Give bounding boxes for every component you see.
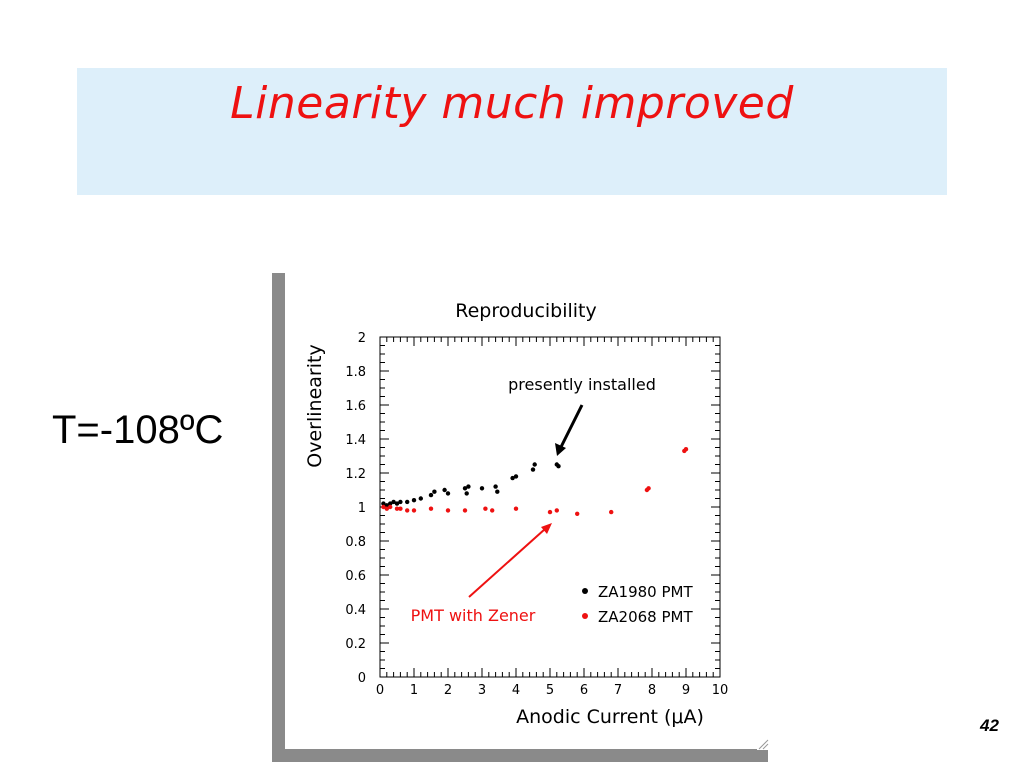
point-za1980 bbox=[398, 499, 403, 505]
slide-title: Linearity much improved bbox=[230, 78, 794, 129]
y-tick-label: 1.6 bbox=[345, 399, 366, 414]
point-za1980 bbox=[493, 484, 498, 489]
point-za2068 bbox=[646, 486, 651, 491]
axis-ticks bbox=[379, 336, 721, 678]
point-za2068 bbox=[490, 508, 495, 513]
point-za2068 bbox=[513, 506, 519, 511]
y-axis-label: Overlinearity bbox=[304, 344, 326, 467]
point-za2068 bbox=[381, 504, 386, 510]
page-number: 42 bbox=[980, 716, 999, 735]
point-za1980 bbox=[513, 474, 519, 479]
annotation-arrowhead-black bbox=[555, 443, 566, 456]
point-za2068 bbox=[411, 508, 417, 513]
point-za1980 bbox=[464, 491, 469, 496]
x-tick-label: 9 bbox=[682, 683, 690, 698]
legend-marker-za1980 bbox=[582, 588, 588, 594]
x-tick-label: 3 bbox=[478, 683, 486, 698]
point-za2068 bbox=[609, 509, 614, 515]
x-axis-label: Anodic Current (μA) bbox=[516, 706, 704, 728]
x-tick-label: 0 bbox=[376, 683, 384, 698]
resize-grip-icon[interactable] bbox=[757, 738, 769, 750]
y-tick-label: 1.4 bbox=[345, 433, 366, 448]
title-box: Linearity much improved bbox=[77, 68, 947, 195]
point-za1980 bbox=[530, 467, 536, 472]
x-tick-label: 5 bbox=[546, 683, 554, 698]
point-za1980 bbox=[405, 499, 410, 505]
point-za1980 bbox=[394, 501, 400, 506]
x-tick-label: 10 bbox=[712, 683, 729, 698]
point-za2068 bbox=[683, 447, 689, 452]
annotation-arrow-red bbox=[468, 528, 546, 598]
x-tick-label: 7 bbox=[614, 683, 622, 698]
y-tick-label: 1.8 bbox=[345, 365, 366, 380]
point-za1980 bbox=[381, 501, 386, 506]
y-tick-label: 0.4 bbox=[345, 603, 366, 618]
y-tick-label: 0 bbox=[358, 671, 366, 686]
point-za2068 bbox=[547, 509, 553, 515]
point-za2068 bbox=[405, 508, 410, 513]
y-axis-labels: 0 0.2 0.4 0.6 0.8 1 1.2 1.4 1.6 1.8 2 bbox=[345, 331, 366, 686]
x-tick-label: 1 bbox=[410, 683, 418, 698]
point-za1980 bbox=[388, 501, 393, 506]
y-tick-label: 0.2 bbox=[345, 637, 366, 652]
annotation-presently-installed: presently installed bbox=[508, 375, 656, 394]
point-za1980 bbox=[432, 489, 437, 494]
point-za1980 bbox=[384, 503, 389, 508]
point-za1980 bbox=[442, 487, 447, 493]
x-axis-labels: 0 1 2 3 4 5 6 7 8 9 10 bbox=[376, 683, 728, 698]
point-za1980 bbox=[418, 496, 423, 501]
point-za1980 bbox=[466, 484, 471, 489]
point-za2068 bbox=[575, 511, 580, 516]
temperature-label: T=-108ºC bbox=[52, 408, 224, 452]
x-tick-label: 8 bbox=[648, 683, 656, 698]
legend-marker-za2068 bbox=[582, 613, 588, 619]
y-tick-label: 0.6 bbox=[345, 569, 366, 584]
x-tick-label: 2 bbox=[444, 683, 452, 698]
point-za2068 bbox=[388, 504, 393, 510]
y-tick-label: 1.2 bbox=[345, 467, 366, 482]
point-za2068 bbox=[428, 506, 434, 511]
x-tick-label: 4 bbox=[512, 683, 520, 698]
point-za1980 bbox=[532, 462, 537, 467]
legend-label-za2068: ZA2068 PMT bbox=[598, 608, 693, 626]
data-points bbox=[381, 447, 689, 516]
point-za2068 bbox=[445, 508, 451, 513]
y-tick-label: 0.8 bbox=[345, 535, 366, 550]
annotation-arrowhead-red bbox=[541, 523, 552, 534]
point-za1980 bbox=[391, 499, 396, 505]
y-tick-label: 2 bbox=[358, 331, 366, 346]
point-za1980 bbox=[428, 492, 434, 498]
point-za2068 bbox=[398, 506, 403, 511]
chart-title: Reproducibility bbox=[455, 300, 597, 322]
point-za2068 bbox=[554, 508, 559, 513]
point-za1980 bbox=[479, 486, 485, 491]
point-za2068 bbox=[394, 506, 400, 511]
point-za1980 bbox=[411, 498, 417, 503]
y-tick-label: 1 bbox=[358, 501, 366, 516]
point-za1980 bbox=[510, 475, 515, 481]
point-za2068 bbox=[483, 506, 488, 511]
legend-label-za1980: ZA1980 PMT bbox=[598, 583, 693, 601]
point-za1980 bbox=[445, 491, 451, 496]
point-za1980 bbox=[556, 464, 561, 469]
annotation-pmt-with-zener: PMT with Zener bbox=[411, 606, 536, 625]
annotation-arrow-black bbox=[559, 404, 584, 448]
point-za1980 bbox=[495, 489, 500, 494]
x-tick-label: 6 bbox=[580, 683, 588, 698]
point-za1980 bbox=[462, 486, 468, 491]
point-za2068 bbox=[462, 508, 468, 513]
legend: ZA1980 PMT ZA2068 PMT bbox=[582, 583, 693, 626]
figure-frame bbox=[272, 273, 768, 762]
point-za2068 bbox=[384, 506, 389, 511]
